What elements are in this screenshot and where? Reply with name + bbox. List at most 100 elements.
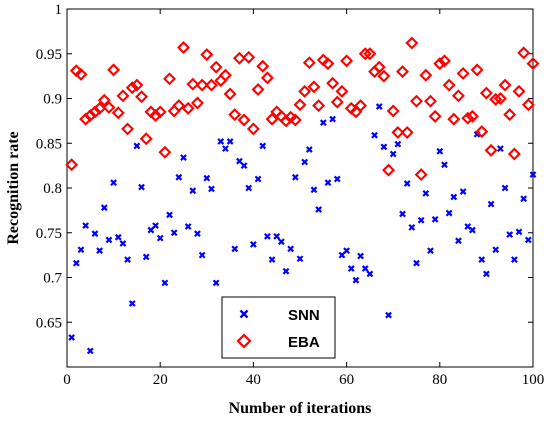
data-point-eba — [279, 114, 293, 128]
data-point-snn — [497, 145, 504, 152]
data-point-eba — [83, 109, 97, 122]
data-point-eba — [97, 93, 111, 107]
data-point-snn — [152, 222, 159, 229]
data-point-eba — [223, 87, 237, 101]
legend: SNN EBA — [221, 296, 336, 359]
data-point-eba — [493, 92, 507, 105]
data-point-snn — [413, 259, 420, 267]
data-point-snn — [441, 161, 448, 169]
data-point-eba — [382, 163, 396, 177]
legend-marker-snn — [239, 309, 249, 319]
data-point-eba — [442, 78, 456, 92]
data-point-snn — [128, 300, 136, 307]
legend-marker-eba — [236, 333, 252, 349]
data-point-eba — [102, 100, 116, 114]
data-point-snn — [291, 173, 299, 181]
data-point-snn — [212, 279, 220, 287]
data-point-eba — [340, 54, 354, 68]
data-point-snn — [240, 162, 248, 170]
data-point-snn — [520, 195, 528, 203]
data-point-eba — [228, 108, 242, 122]
data-point-eba — [423, 94, 437, 108]
data-point-eba — [288, 113, 302, 127]
data-point-snn — [483, 270, 490, 278]
data-point-snn — [236, 157, 243, 165]
data-point-snn — [184, 223, 192, 230]
data-point-eba — [149, 109, 163, 122]
x-axis: 0 20 40 60 80 100 — [63, 9, 544, 388]
data-point-eba — [153, 105, 167, 119]
data-point-eba — [461, 111, 475, 125]
data-point-snn — [310, 186, 318, 194]
x-tick-label: 80 — [432, 372, 447, 388]
data-point-snn — [198, 251, 206, 259]
data-point-snn — [203, 174, 211, 182]
legend-box — [221, 296, 336, 359]
data-point-snn — [86, 347, 94, 355]
data-point-snn — [333, 175, 341, 183]
data-point-snn — [529, 171, 537, 178]
series-snn — [68, 103, 537, 355]
data-point-eba — [195, 78, 209, 92]
data-point-eba — [163, 72, 177, 86]
data-point-snn — [329, 115, 336, 123]
data-point-eba — [526, 57, 540, 71]
data-point-eba — [386, 104, 400, 118]
data-point-eba — [354, 99, 368, 113]
data-point-eba — [298, 84, 312, 98]
data-point-snn — [501, 184, 509, 192]
data-point-eba — [302, 56, 316, 70]
data-point-snn — [389, 150, 397, 158]
data-point-snn — [142, 253, 150, 261]
data-point-snn — [100, 204, 108, 212]
data-point-snn — [194, 230, 201, 238]
data-point-snn — [161, 279, 169, 287]
data-point-snn — [268, 256, 276, 263]
data-point-snn — [445, 209, 453, 217]
data-point-snn — [105, 236, 113, 244]
data-point-eba — [172, 99, 186, 113]
data-point-snn — [138, 183, 145, 191]
data-point-snn — [273, 232, 281, 240]
data-point-eba — [116, 89, 130, 103]
data-point-snn — [431, 215, 439, 223]
data-point-eba — [470, 63, 484, 77]
data-point-eba — [107, 63, 121, 77]
data-point-snn — [245, 184, 253, 192]
x-tick-label: 20 — [153, 372, 168, 388]
y-tick-label: 0.7 — [43, 271, 62, 287]
data-point-eba — [507, 147, 521, 161]
data-point-eba — [181, 101, 195, 115]
data-point-eba — [335, 84, 349, 98]
data-point-eba — [363, 47, 377, 61]
data-point-eba — [65, 158, 79, 172]
data-point-snn — [189, 187, 197, 195]
data-point-eba — [512, 84, 526, 98]
x-tick-label: 100 — [522, 372, 545, 388]
data-point-eba — [498, 78, 512, 92]
data-point-eba — [447, 112, 461, 126]
data-point-eba — [139, 132, 153, 146]
data-point-eba — [372, 60, 386, 74]
data-point-snn — [347, 265, 355, 272]
data-point-eba — [186, 77, 200, 91]
data-point-snn — [72, 259, 80, 267]
data-point-snn — [175, 173, 183, 181]
data-point-snn — [492, 246, 500, 254]
data-point-snn — [226, 138, 234, 145]
data-point-eba — [209, 60, 223, 74]
data-point-eba — [326, 76, 340, 90]
data-point-snn — [287, 245, 295, 253]
data-point-eba — [260, 71, 274, 85]
data-point-snn — [301, 158, 309, 166]
x-tick-label: 60 — [339, 372, 354, 388]
data-point-eba — [396, 65, 410, 79]
data-point-snn — [277, 238, 285, 246]
data-point-snn — [124, 256, 131, 263]
data-point-snn — [156, 234, 164, 242]
data-point-eba — [521, 98, 535, 112]
data-point-snn — [170, 229, 178, 237]
data-point-snn — [385, 311, 392, 319]
data-point-snn — [338, 251, 346, 259]
